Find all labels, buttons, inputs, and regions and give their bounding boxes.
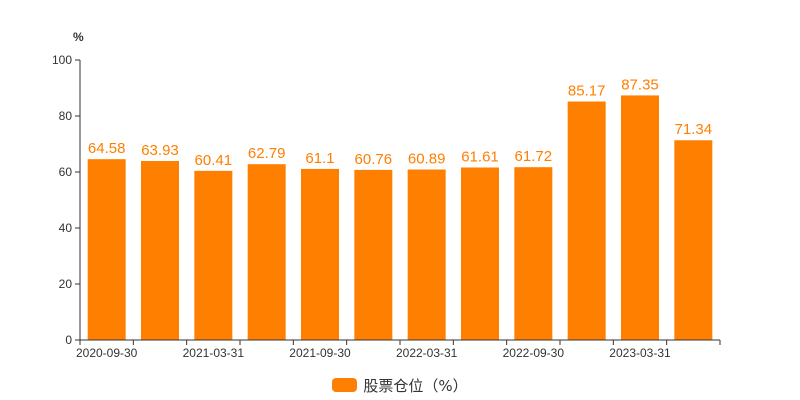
bar-value-label: 60.41 <box>195 152 233 169</box>
bar <box>567 101 606 340</box>
bar-value-label: 61.1 <box>305 150 334 167</box>
legend[interactable]: 股票仓位（%） <box>0 374 800 396</box>
y-axis-unit-label: % <box>73 30 84 44</box>
bar <box>141 160 179 340</box>
data-labels: 64.58 63.93 60.41 62.79 61.1 60.76 60.89 61.61 6… <box>88 76 712 168</box>
bar <box>674 140 713 340</box>
bar-series <box>87 95 713 340</box>
bar <box>87 159 126 340</box>
bar-value-label: 71.34 <box>675 121 713 138</box>
x-tick-label: 2022-03-31 <box>396 346 458 360</box>
bar <box>407 169 446 340</box>
bar <box>301 168 339 340</box>
legend-swatch <box>332 378 358 392</box>
y-tick-label: 100 <box>52 53 72 67</box>
y-tick-label: 60 <box>59 165 73 179</box>
bar-value-label: 61.61 <box>461 148 499 165</box>
bar <box>621 95 659 340</box>
bar <box>354 169 393 340</box>
bar <box>247 164 286 340</box>
bar-value-label: 63.93 <box>141 142 179 159</box>
bar-value-label: 64.58 <box>88 140 126 157</box>
y-tick-label: 0 <box>65 333 72 347</box>
bar <box>194 170 233 340</box>
bar-value-label: 85.17 <box>568 83 606 100</box>
y-tick-label: 20 <box>59 277 73 291</box>
bar-value-label: 60.89 <box>408 151 446 168</box>
bar-value-label: 87.35 <box>621 76 659 93</box>
y-tick-label: 40 <box>59 221 73 235</box>
bar-value-label: 62.79 <box>248 145 286 162</box>
bar <box>461 167 499 340</box>
y-axis-ticks: 0 20 40 60 80 100 <box>52 53 80 347</box>
x-tick-label: 2021-03-31 <box>183 346 245 360</box>
x-tick-label: 2020-09-30 <box>76 346 138 360</box>
x-tick-label: 2022-09-30 <box>503 346 565 360</box>
y-tick-label: 80 <box>59 109 73 123</box>
x-tick-label: 2023-03-31 <box>609 346 671 360</box>
x-axis: 2020-09-30 2021-03-31 2021-09-30 2022-03-31… <box>76 339 721 360</box>
bar <box>514 167 553 340</box>
legend-label: 股票仓位（%） <box>363 376 468 395</box>
bar-value-label: 61.72 <box>515 148 553 165</box>
x-tick-label: 2021-09-30 <box>289 346 351 360</box>
bar-value-label: 60.76 <box>355 151 393 168</box>
